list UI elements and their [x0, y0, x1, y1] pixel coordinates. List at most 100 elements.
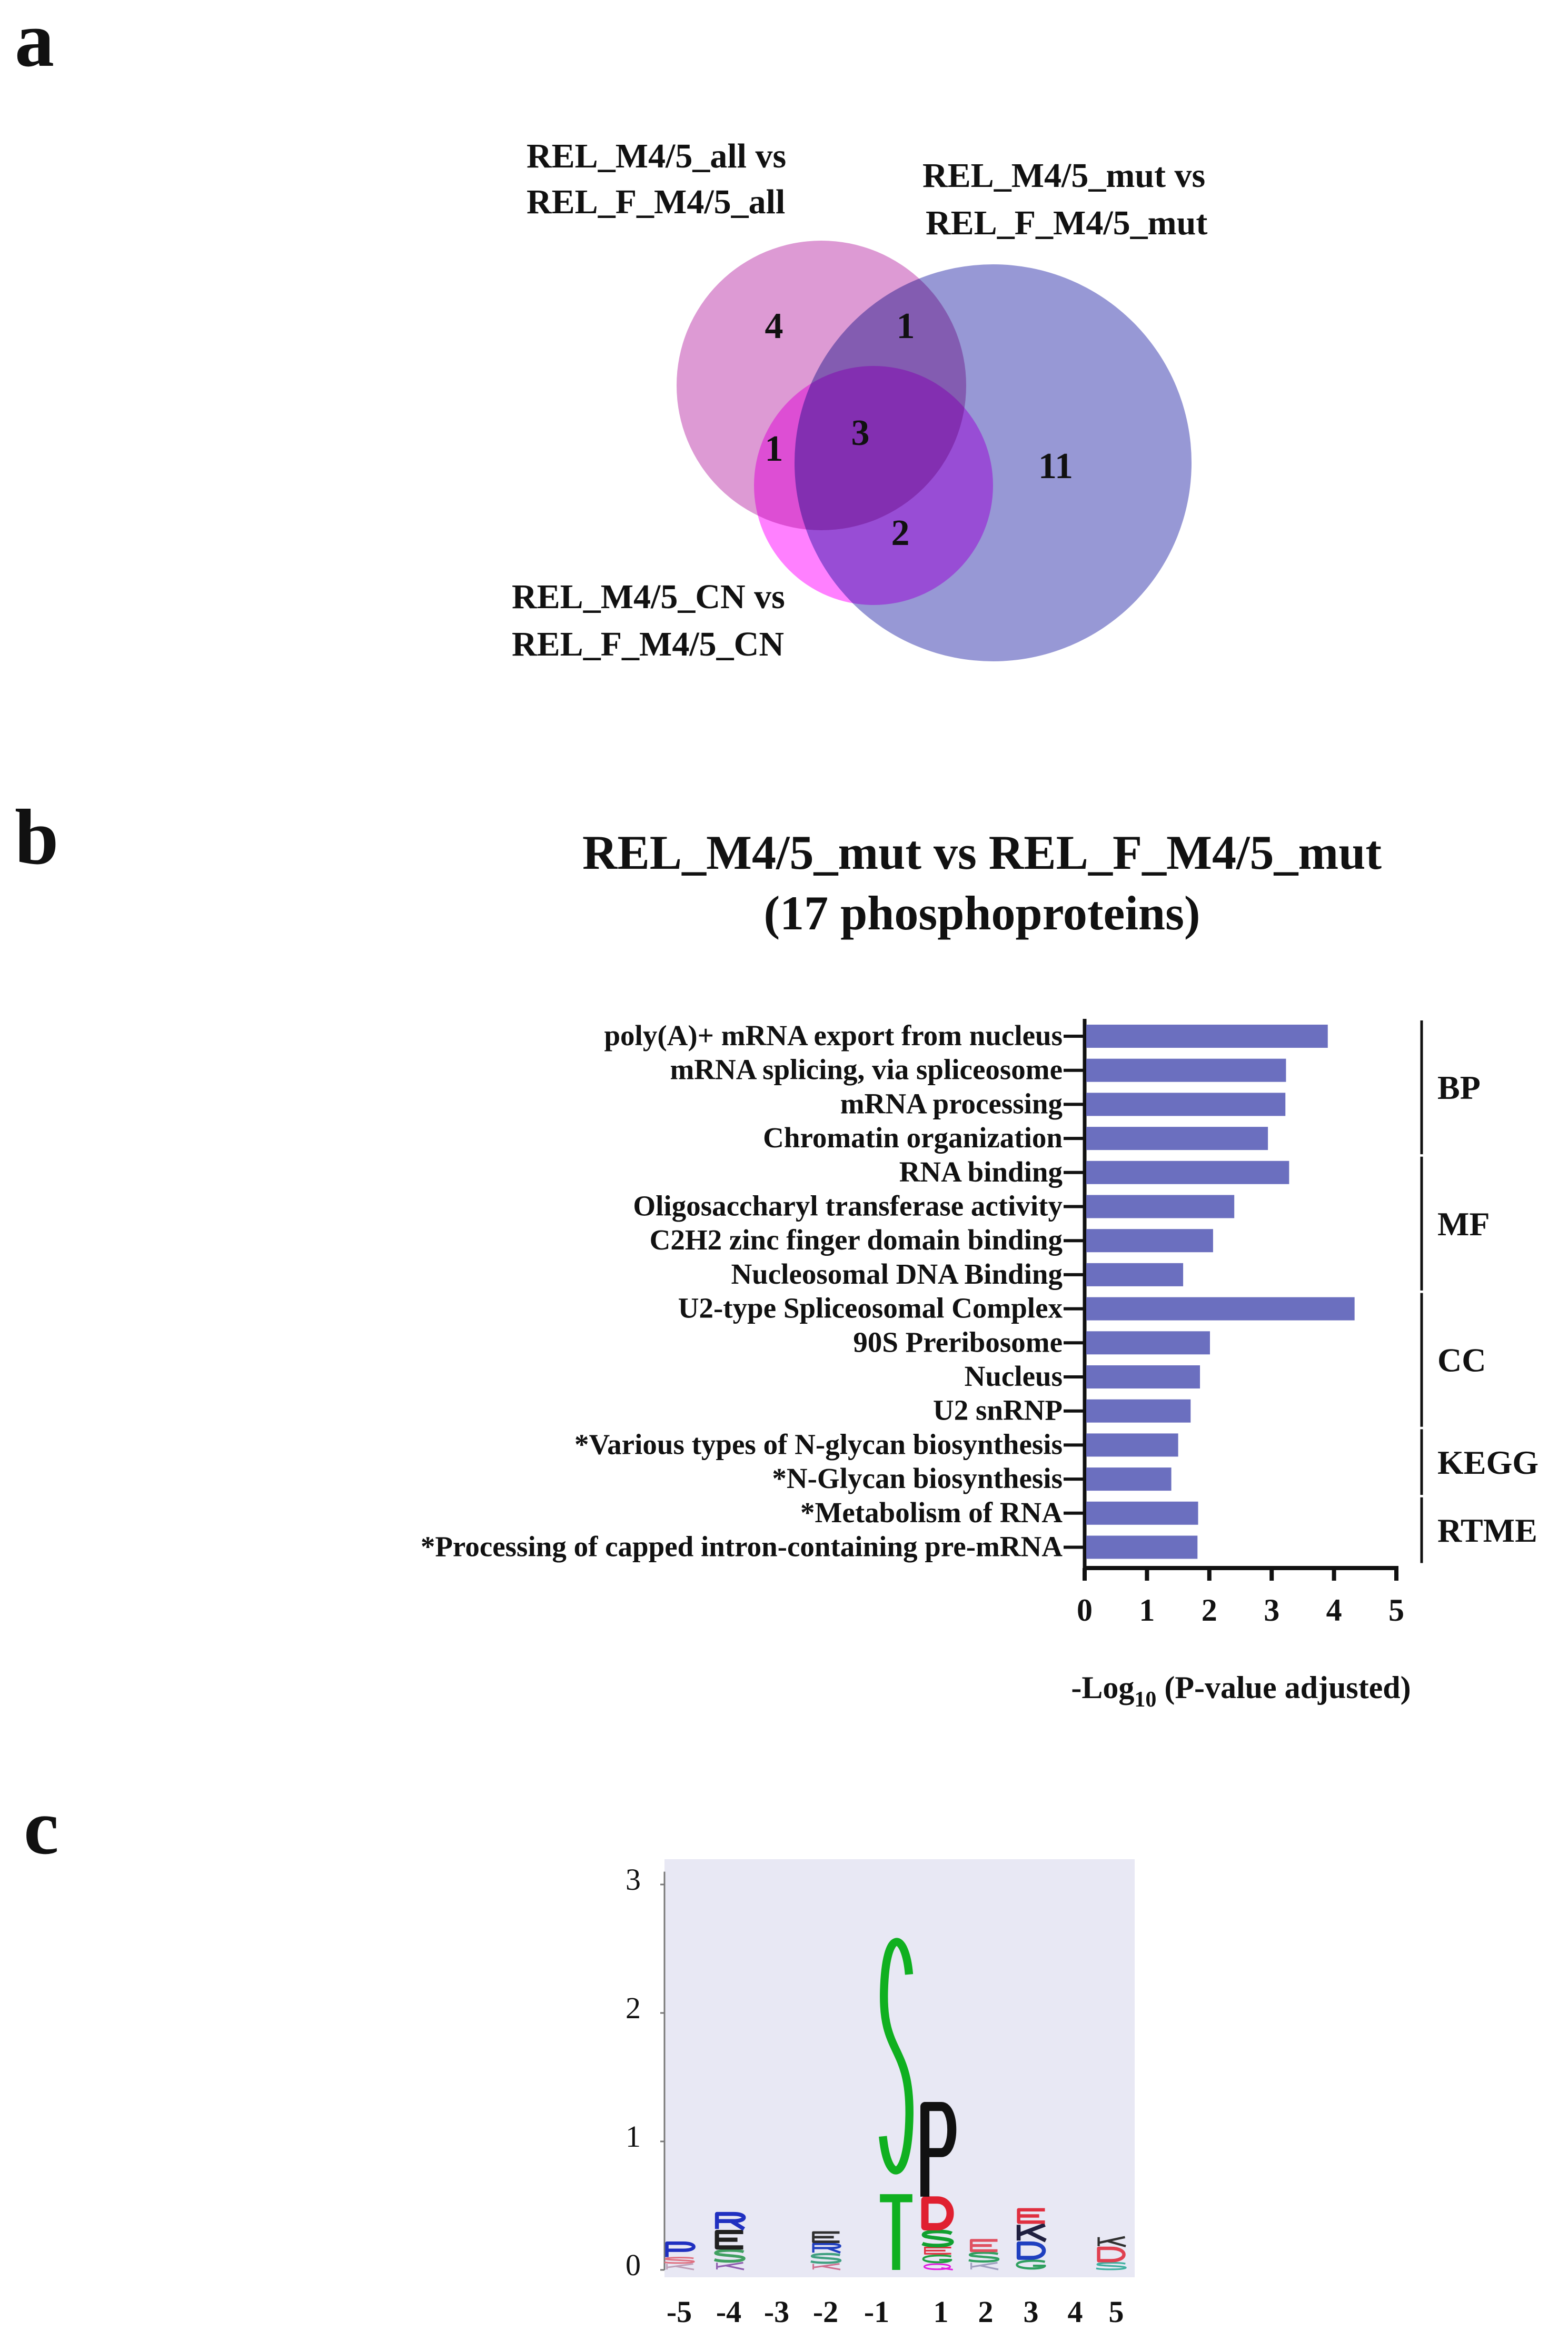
category-label: Chromatin organization	[763, 1122, 1063, 1154]
venn-label-all-line2: REL_F_M4/5_all	[527, 183, 785, 221]
venn-circle-cn	[754, 366, 993, 605]
logo-letter-D	[1019, 2244, 1044, 2258]
x-tick-label: 1	[1139, 1593, 1155, 1628]
group-label: KEGG	[1437, 1444, 1539, 1481]
category-label: mRNA splicing, via spliceosome	[670, 1054, 1063, 1086]
venn-label-all-line1: REL_M4/5_all vs	[527, 137, 786, 175]
logo-y-tick-label: 2	[626, 1991, 641, 2025]
category-label: mRNA processing	[840, 1087, 1063, 1119]
logo-letter-D	[925, 2200, 950, 2227]
logo-letter-P	[667, 2243, 694, 2257]
bar	[1086, 1058, 1286, 1082]
x-tick-label: 4	[1326, 1593, 1342, 1628]
category-label: U2-type Spliceosomal Complex	[678, 1292, 1063, 1324]
category-label: *Metabolism of RNA	[800, 1496, 1063, 1529]
venn-count-mut-cn: 2	[891, 513, 910, 553]
logo-letter-K	[1099, 2237, 1126, 2246]
bar	[1086, 1263, 1184, 1286]
logo-letter-E	[717, 2232, 743, 2247]
chart-subtitle: (17 phosphoproteins)	[763, 886, 1200, 940]
logo-x-tick-label: 3	[1024, 2295, 1039, 2329]
logo-letter-E	[1019, 2210, 1045, 2222]
panel-label-c: c	[24, 1783, 59, 1871]
logo-x-tick-label: 5	[1109, 2295, 1124, 2329]
bar	[1086, 1467, 1172, 1491]
logo-letter-R	[813, 2244, 840, 2253]
logo-letter-Q	[924, 2264, 952, 2269]
logo-x-tick-label: -5	[667, 2295, 692, 2329]
bar	[1086, 1433, 1178, 1457]
logo-letter-T	[880, 2198, 912, 2270]
panel-label-b: b	[15, 793, 58, 881]
venn-count-all-mut-cn: 3	[851, 413, 870, 453]
logo-letter-S	[883, 1942, 909, 2170]
logo-letter-P	[925, 2107, 952, 2197]
bar	[1086, 1160, 1289, 1184]
logo-x-tick-label: -4	[716, 2295, 741, 2329]
logo-letter-G	[1017, 2261, 1045, 2269]
logo-y-tick-label: 3	[626, 1862, 641, 1897]
venn-count-all-mut: 1	[897, 306, 915, 346]
logo-letter-S	[811, 2254, 840, 2263]
group-label: MF	[1437, 1205, 1490, 1243]
logo-x-tick-label: -2	[813, 2295, 838, 2329]
panel-label-a: a	[15, 0, 54, 83]
venn-count-all-cn: 1	[765, 429, 783, 469]
group-label: BP	[1437, 1069, 1481, 1106]
logo-letter-K	[717, 2263, 744, 2269]
venn-label-cn-line2: REL_F_M4/5_CN	[512, 625, 784, 663]
bar	[1086, 1297, 1355, 1321]
logo-letter-R	[717, 2214, 744, 2229]
category-label: *Processing of capped intron-containing …	[421, 1531, 1063, 1563]
logo-letter-S	[1096, 2263, 1126, 2269]
x-axis-label: -Log10 (P-value adjusted)	[1071, 1670, 1411, 1712]
logo-letter-E	[925, 2248, 951, 2254]
logo-letter-E	[813, 2233, 840, 2242]
x-axis-label-subscript: 10	[1134, 1688, 1156, 1712]
group-label: RTME	[1437, 1512, 1537, 1549]
x-tick-label: 5	[1388, 1593, 1404, 1628]
category-label: Oligosaccharyl transferase activity	[633, 1190, 1063, 1222]
bar	[1086, 1093, 1286, 1116]
bar	[1086, 1535, 1198, 1559]
logo-letter-S	[664, 2258, 694, 2263]
logo-letter-K	[1019, 2225, 1046, 2240]
x-tick-label: 2	[1202, 1593, 1217, 1628]
venn-label-mut-line1: REL_M4/5_mut vs	[922, 156, 1205, 195]
category-label: *N-Glycan biosynthesis	[772, 1462, 1063, 1494]
bar	[1086, 1025, 1328, 1048]
logo-letter-E	[971, 2240, 998, 2251]
logo-x-tick-label: 1	[934, 2295, 949, 2329]
category-label: Nucleosomal DNA Binding	[731, 1258, 1063, 1290]
bar	[1086, 1501, 1198, 1525]
chart-title: REL_M4/5_mut vs REL_F_M4/5_mut	[582, 826, 1382, 879]
venn-count-mut-only: 11	[1038, 446, 1073, 487]
venn-count-all-only: 4	[765, 306, 783, 346]
logo-y-tick-label: 0	[626, 2248, 641, 2282]
category-label: C2H2 zinc finger domain binding	[650, 1224, 1063, 1256]
group-label: CC	[1437, 1342, 1486, 1379]
venn-diagram	[677, 241, 1192, 661]
logo-letter-S	[969, 2253, 998, 2261]
bar	[1086, 1195, 1235, 1218]
x-axis-label-prefix: -Log	[1071, 1670, 1134, 1705]
logo-y-tick-label: 1	[626, 2119, 641, 2154]
logo-x-tick-label: -3	[764, 2295, 789, 2329]
logo-letter-K	[971, 2263, 998, 2269]
logo-x-tick-label: 2	[978, 2295, 994, 2329]
logo-letter-S	[922, 2231, 952, 2246]
category-label: RNA binding	[899, 1156, 1063, 1188]
bar	[1086, 1127, 1268, 1150]
logo-letter-K	[667, 2264, 694, 2270]
x-axis-label-suffix: (P-value adjusted)	[1156, 1670, 1411, 1705]
bar	[1086, 1365, 1200, 1388]
bar	[1086, 1331, 1210, 1355]
bar	[1086, 1229, 1213, 1253]
category-label: U2 snRNP	[933, 1394, 1063, 1426]
logo-x-tick-label: -1	[864, 2295, 889, 2329]
venn-label-cn-line1: REL_M4/5_CN vs	[512, 578, 785, 616]
x-tick-label: 0	[1077, 1593, 1093, 1628]
